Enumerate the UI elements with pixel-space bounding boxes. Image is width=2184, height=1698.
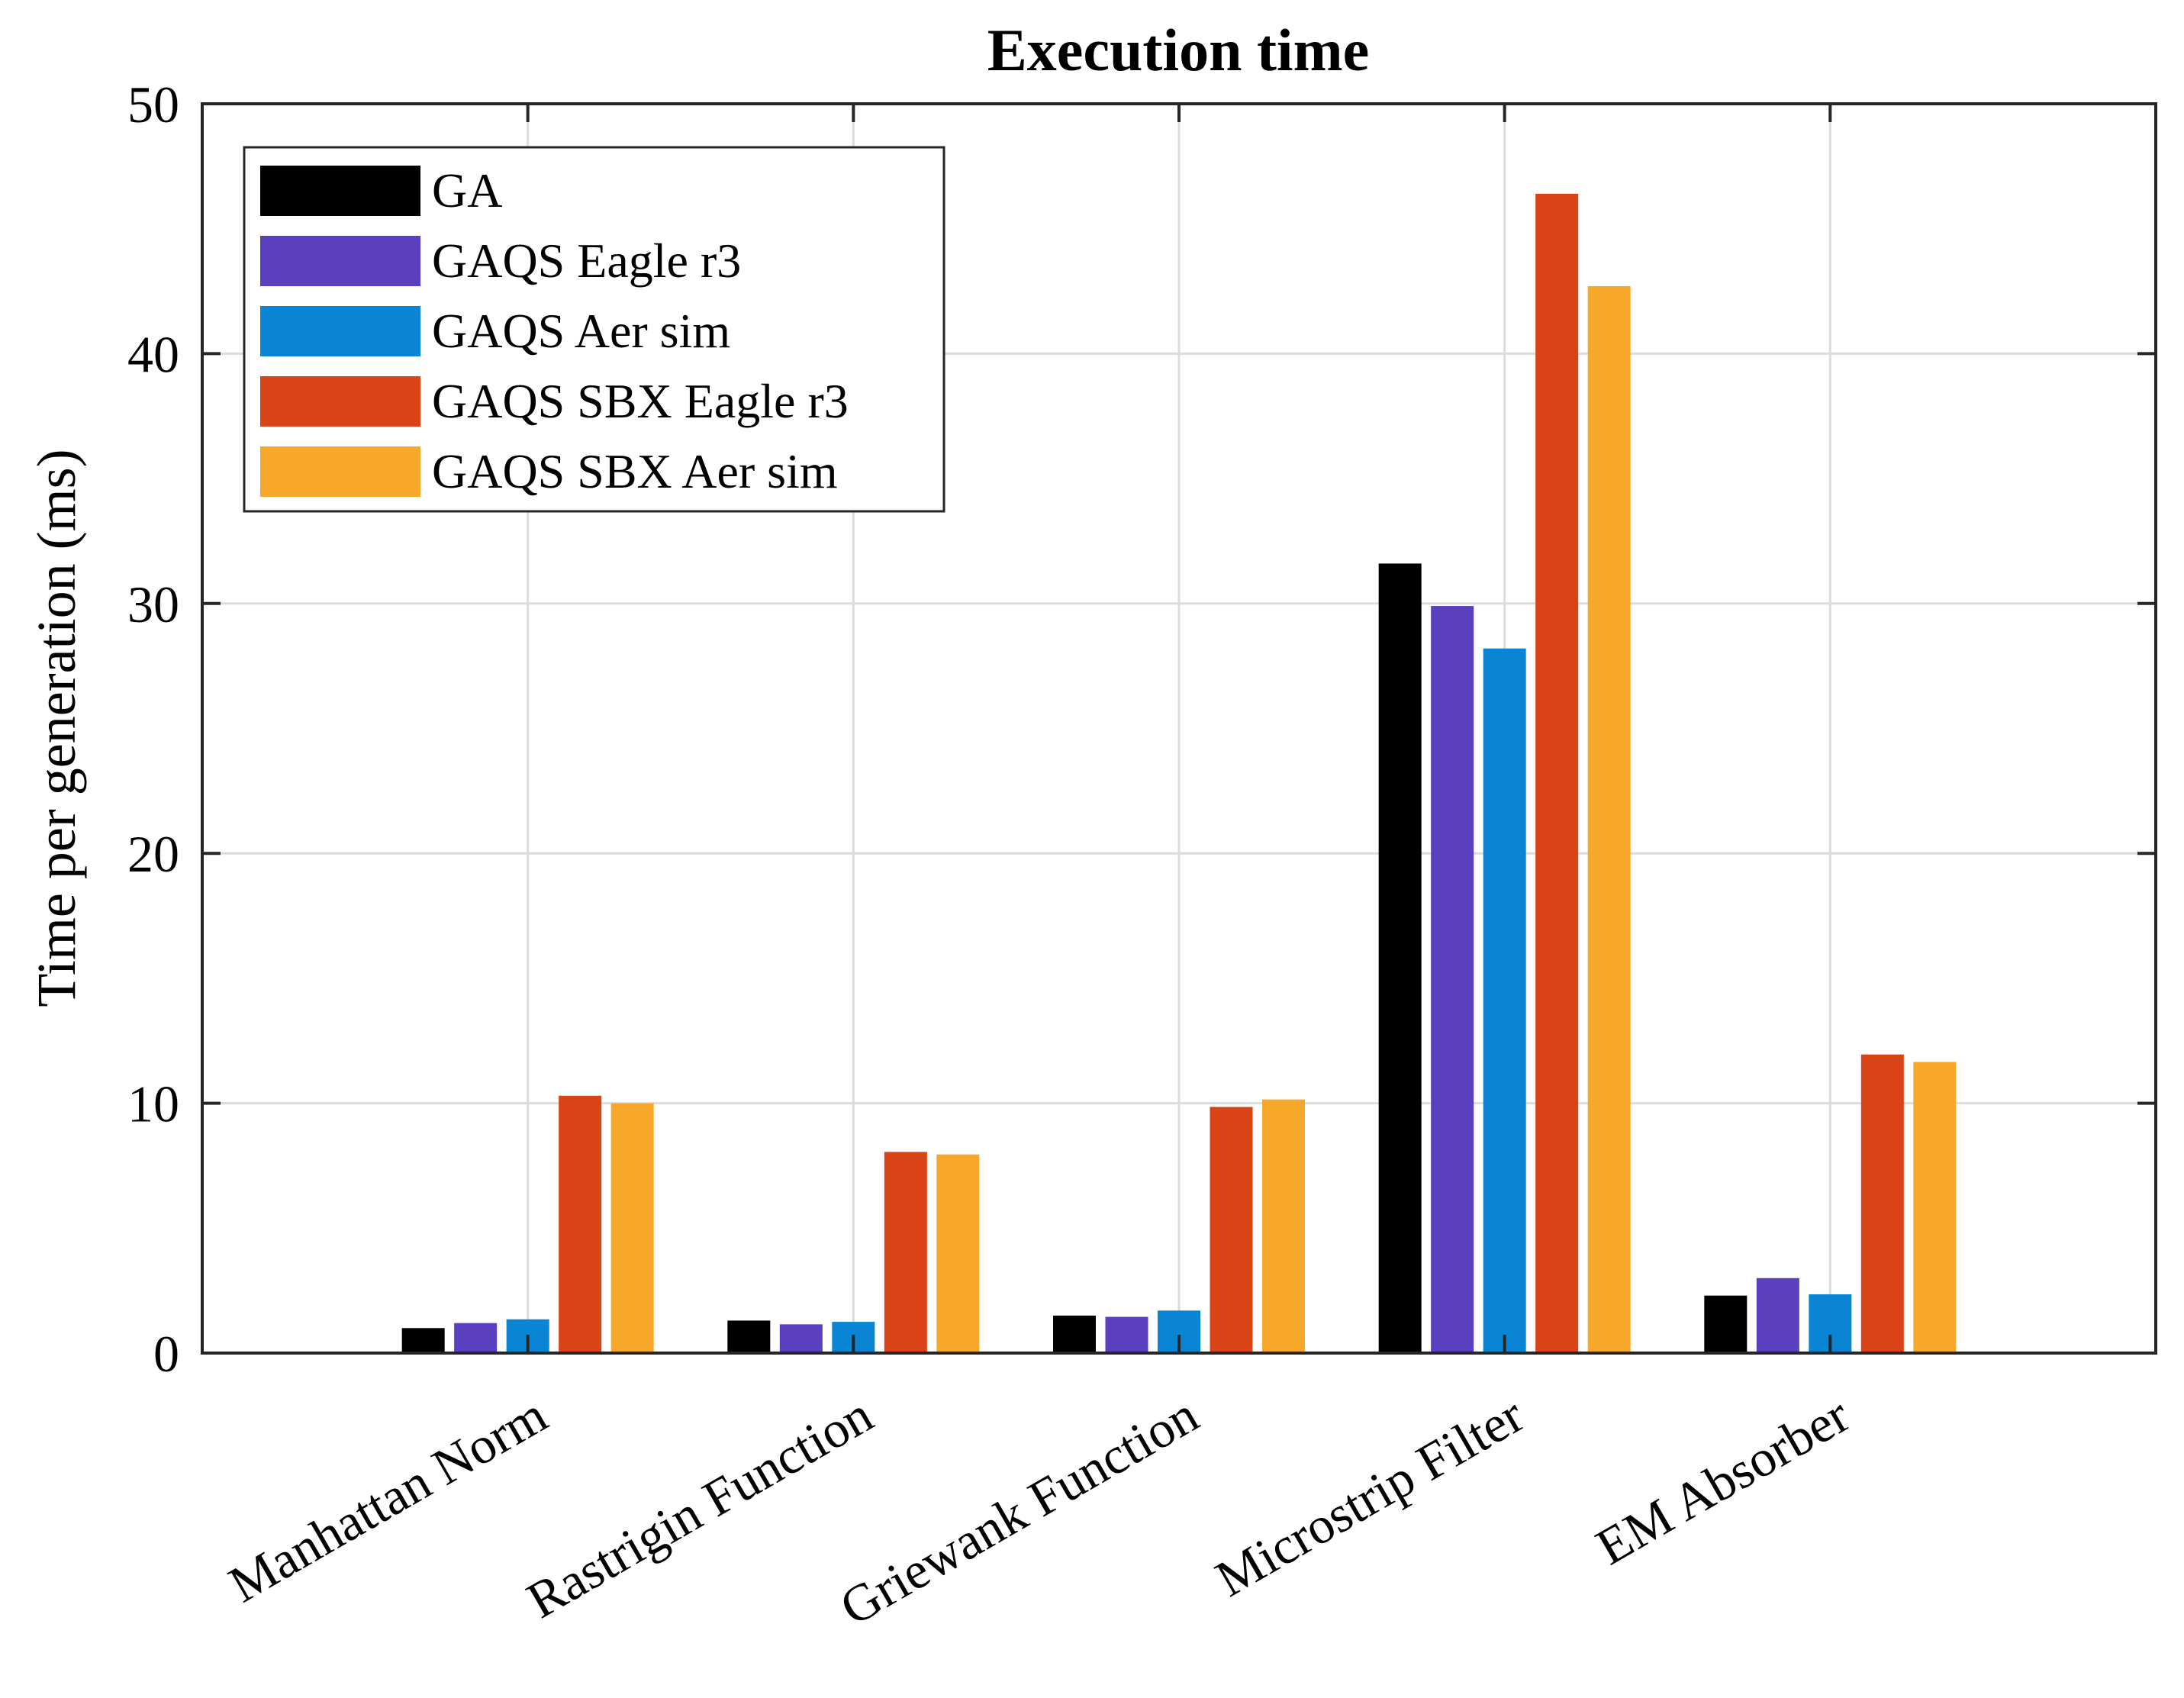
bar [1587, 286, 1631, 1354]
legend-entry: GAQS Eagle r3 [432, 234, 741, 288]
bar [1053, 1315, 1096, 1353]
bar [1262, 1099, 1305, 1353]
legend-entry: GAQS Aer sim [432, 304, 730, 358]
bar [1860, 1054, 1904, 1353]
bars [401, 193, 1957, 1354]
bar [559, 1095, 602, 1353]
bar [1756, 1278, 1799, 1353]
bar [454, 1323, 498, 1353]
bar [936, 1154, 980, 1353]
y-tick-label: 0 [153, 1325, 179, 1383]
y-tick-label: 40 [127, 325, 179, 383]
bar [401, 1328, 445, 1353]
bar [884, 1152, 927, 1353]
bar [1913, 1062, 1957, 1353]
legend-swatch [260, 306, 420, 356]
bar [1535, 193, 1579, 1353]
chart-title: Execution time [987, 17, 1369, 83]
legend-swatch [260, 446, 420, 497]
bar [1210, 1107, 1253, 1353]
y-tick-label: 50 [127, 76, 179, 134]
ticks [202, 102, 2156, 1355]
legend-entry: GAQS SBX Aer sim [432, 444, 838, 498]
legend: GA GAQS Eagle r3 GAQS Aer sim GAQS SBX Eagl… [243, 146, 945, 513]
y-tick-label: 10 [127, 1075, 179, 1133]
y-tick-label: 30 [127, 575, 179, 633]
bar [727, 1320, 771, 1353]
bar [1483, 648, 1526, 1353]
bar [1704, 1295, 1748, 1353]
legend-entry: GAQS SBX Eagle r3 [432, 374, 849, 428]
legend-swatch [260, 166, 420, 216]
bar [610, 1103, 654, 1353]
bar [1378, 563, 1422, 1353]
y-tick-label: 20 [127, 825, 179, 883]
y-tick-labels: 0 10 20 30 40 50 [127, 76, 179, 1383]
bar [779, 1324, 823, 1353]
bar [1105, 1316, 1148, 1353]
legend-swatch [260, 236, 420, 286]
legend-entry: GA [432, 163, 502, 217]
legend-swatch [260, 376, 420, 427]
bar [1431, 606, 1474, 1353]
y-axis-label: Time per generation (ms) [26, 449, 87, 1007]
